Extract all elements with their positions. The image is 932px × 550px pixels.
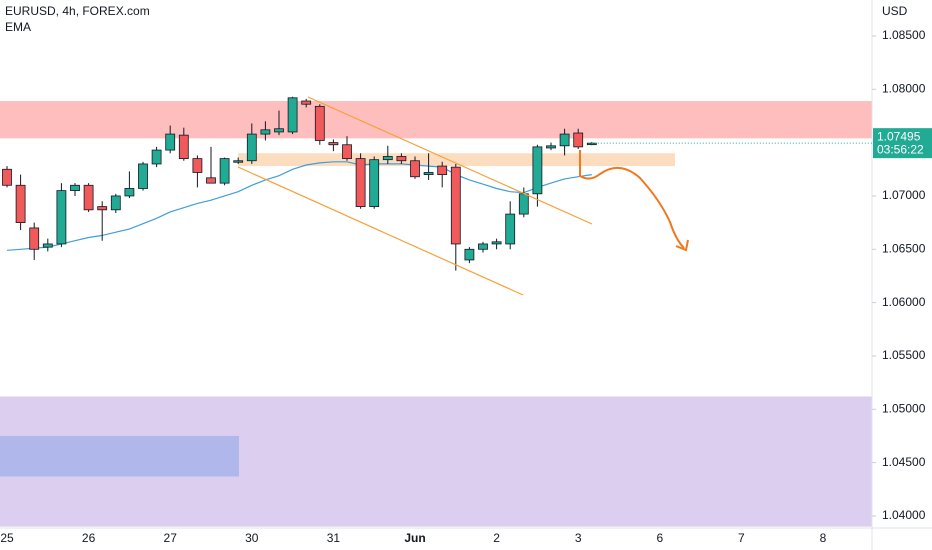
candle-body xyxy=(478,243,488,250)
candle-body xyxy=(410,160,420,178)
candle-body xyxy=(124,188,135,197)
x-tick-label: 8 xyxy=(820,531,827,545)
candle-body xyxy=(206,177,216,184)
price-tag-countdown: 03:56:22 xyxy=(877,142,924,156)
candle-body xyxy=(342,144,352,160)
forecast-arrow xyxy=(579,150,685,249)
candle-body xyxy=(518,193,529,215)
candle-body xyxy=(233,160,244,163)
candle-body xyxy=(301,100,312,105)
y-tick-label: 1.07000 xyxy=(882,188,926,202)
x-tick-label: 2 xyxy=(493,531,500,545)
candle-body xyxy=(97,206,108,211)
candle-body xyxy=(165,133,176,151)
candle-body xyxy=(355,158,366,208)
x-tick-label: 7 xyxy=(738,531,745,545)
x-tick-label: 31 xyxy=(327,531,341,545)
candle-body xyxy=(260,129,271,135)
candle-body xyxy=(151,149,162,165)
channel-upper xyxy=(307,96,593,225)
x-tick-label: 26 xyxy=(82,531,96,545)
price-tag-value: 1.07495 xyxy=(877,129,921,143)
candle-body xyxy=(314,105,325,141)
candle-body xyxy=(56,190,67,245)
x-tick-label: 3 xyxy=(575,531,582,545)
candle-body xyxy=(369,159,380,208)
candle-body xyxy=(532,146,543,195)
x-tick-label: 27 xyxy=(164,531,178,545)
x-tick-label: 30 xyxy=(245,531,259,545)
y-tick-label: 1.05500 xyxy=(882,348,926,362)
candle-body xyxy=(559,133,570,147)
candle-body xyxy=(328,142,339,146)
candle-body xyxy=(382,156,393,161)
y-tick-label: 1.08000 xyxy=(882,81,926,95)
candle-body xyxy=(83,184,94,211)
candle-body xyxy=(15,184,26,224)
zone xyxy=(0,101,872,139)
candle-body xyxy=(70,184,80,192)
y-tick-label: 1.08500 xyxy=(882,28,926,42)
zone xyxy=(0,435,239,477)
price-tag xyxy=(873,128,932,159)
candle-body xyxy=(274,128,284,133)
candle-body xyxy=(287,97,298,133)
zones xyxy=(0,101,872,527)
candle-body xyxy=(546,145,556,149)
candle-body xyxy=(437,165,448,176)
candle-body xyxy=(29,227,40,250)
x-tick-label: 25 xyxy=(0,531,14,545)
indicator-label: EMA xyxy=(5,20,31,34)
candle-body xyxy=(491,241,502,245)
channel-lower xyxy=(237,166,524,296)
plot xyxy=(2,96,597,271)
y-tick-label: 1.04000 xyxy=(882,508,926,522)
x-tick-label: 6 xyxy=(656,531,663,545)
candle-body xyxy=(423,172,434,176)
arrow-head xyxy=(675,239,689,252)
zone xyxy=(238,153,675,167)
x-tick-label: Jun xyxy=(404,531,425,545)
candle-body xyxy=(178,134,189,160)
y-tick-label: 1.06500 xyxy=(882,241,926,255)
currency-label: USD xyxy=(882,4,908,18)
candle-body xyxy=(464,248,475,261)
candle-body xyxy=(396,156,407,162)
candle-body xyxy=(573,132,584,148)
candle-body xyxy=(42,243,53,248)
y-tick-label: 1.05000 xyxy=(882,401,926,415)
candle-body xyxy=(192,158,203,173)
chart-title: EURUSD, 4h, FOREX.com xyxy=(5,4,150,18)
ema-line xyxy=(6,161,592,251)
y-tick-label: 1.06000 xyxy=(882,295,926,309)
candle-body xyxy=(450,166,461,245)
y-tick-label: 1.04500 xyxy=(882,455,926,469)
candle-body xyxy=(110,195,121,211)
candle-body xyxy=(219,158,230,184)
candle-body xyxy=(246,133,257,162)
candle-body xyxy=(505,213,516,245)
candle-body xyxy=(2,168,12,186)
candle-body xyxy=(138,163,148,189)
